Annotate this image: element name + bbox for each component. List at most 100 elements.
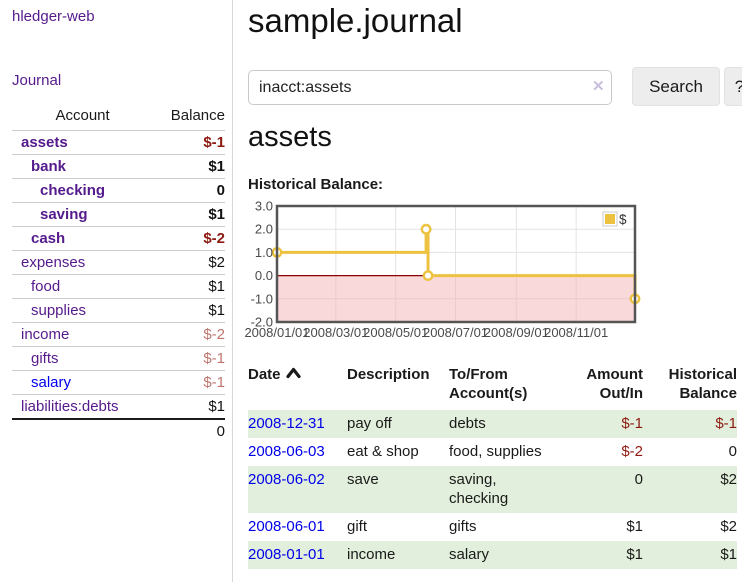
x-axis-tick-label: 2008/07/01 xyxy=(423,325,488,340)
account-row: bank $1 xyxy=(12,154,225,179)
accounts-header-account: Account xyxy=(55,107,110,124)
transaction-accounts: salary xyxy=(449,546,490,563)
transaction-accounts: saving, checking xyxy=(449,471,509,507)
transaction-accounts: food, supplies xyxy=(449,443,542,460)
y-axis-tick-label: -2.0 xyxy=(251,315,273,330)
account-link[interactable]: salary xyxy=(31,374,72,391)
account-balance: $1 xyxy=(208,278,225,295)
account-link[interactable]: cash xyxy=(31,230,66,247)
transaction-description: eat & shop xyxy=(347,443,419,460)
account-row: food $1 xyxy=(12,274,225,299)
account-row: expenses $2 xyxy=(12,250,225,275)
y-axis-tick-label: 1.0 xyxy=(255,245,273,260)
transaction-row: 2008-06-02 save saving, checking 0 $2 xyxy=(248,466,737,513)
clear-search-icon[interactable]: ✕ xyxy=(592,78,605,95)
transaction-date-link[interactable]: 2008-06-03 xyxy=(248,443,325,460)
transaction-date-cell: 2008-06-02 xyxy=(248,466,347,513)
account-link[interactable]: assets xyxy=(21,134,68,151)
y-axis-tick-label: 2.0 xyxy=(255,222,273,237)
account-row: assets $-1 xyxy=(12,130,225,155)
transaction-amount: 0 xyxy=(634,471,643,488)
transaction-description: pay off xyxy=(347,415,392,432)
transaction-row: 2008-06-03 eat & shop food, supplies $-2 0 xyxy=(248,438,737,466)
accounts-total-value: 0 xyxy=(216,423,225,440)
register-header-tofrom: To/From Account(s) xyxy=(449,366,528,402)
account-row: supplies $1 xyxy=(12,298,225,323)
account-link[interactable]: saving xyxy=(40,206,88,223)
transaction-accounts: gifts xyxy=(449,518,477,535)
account-link[interactable]: liabilities:debts xyxy=(21,398,119,415)
account-heading: assets xyxy=(248,121,332,153)
account-balance: $-1 xyxy=(203,350,225,367)
account-row: liabilities:debts $1 xyxy=(12,394,225,420)
app-brand-link[interactable]: hledger-web xyxy=(12,8,95,25)
transaction-date-cell: 2008-01-01 xyxy=(248,541,347,569)
register-header-historical: Historical Balance xyxy=(668,366,737,402)
account-link[interactable]: expenses xyxy=(21,254,86,271)
x-axis-tick-label: 2008/09/01 xyxy=(484,325,549,340)
account-balance: $1 xyxy=(208,398,225,415)
negative-region xyxy=(277,275,635,322)
transaction-date-cell: 2008-12-31 xyxy=(248,410,347,438)
account-row: income $-2 xyxy=(12,322,225,347)
data-point-marker xyxy=(420,223,432,235)
transaction-description: gift xyxy=(347,518,368,535)
x-axis-tick-label: 2008/11/01 xyxy=(544,325,608,340)
transaction-amount: $1 xyxy=(626,518,643,535)
transaction-date-cell: 2008-06-03 xyxy=(248,438,347,466)
account-link[interactable]: bank xyxy=(31,158,67,175)
transaction-balance: 0 xyxy=(728,443,737,460)
sidebar-item-journal[interactable]: Journal xyxy=(12,72,62,89)
account-link[interactable]: gifts xyxy=(31,350,59,367)
transaction-description: income xyxy=(347,546,396,563)
account-link[interactable]: checking xyxy=(40,182,106,199)
account-link[interactable]: income xyxy=(21,326,70,343)
register-table-header: Date Description To/From Account(s) Amount Ou… xyxy=(248,363,737,410)
transaction-row: 2008-06-01 gift gifts $1 $2 xyxy=(248,513,737,541)
account-balance: 0 xyxy=(216,182,225,199)
sidebar: hledger-web Journal Account Balance asse… xyxy=(0,0,233,582)
accounts-table-header: Account Balance xyxy=(12,103,225,131)
y-axis-tick-label: 3.0 xyxy=(255,199,273,214)
transaction-balance: $2 xyxy=(720,518,737,535)
transaction-row: 2008-12-31 pay off debts $-1 $-1 xyxy=(248,410,737,438)
transaction-balance: $2 xyxy=(720,471,737,488)
accounts-header-balance: Balance xyxy=(170,107,225,124)
account-balance: $1 xyxy=(208,158,225,175)
account-row: saving $1 xyxy=(12,202,225,227)
main-content: sample.journal ✕ Search ? assets Histori… xyxy=(234,0,742,582)
account-link[interactable]: food xyxy=(31,278,61,295)
transaction-date-link[interactable]: 2008-01-01 xyxy=(248,546,325,563)
account-balance: $2 xyxy=(208,254,225,271)
transaction-date-cell: 2008-06-01 xyxy=(248,513,347,541)
register-header-description: Description xyxy=(347,366,430,383)
account-balance: $-2 xyxy=(203,230,225,247)
register-table: Date Description To/From Account(s) Amount Ou… xyxy=(248,363,737,569)
search-button[interactable]: Search xyxy=(632,67,720,106)
transaction-date-link[interactable]: 2008-06-02 xyxy=(248,471,325,488)
help-button[interactable]: ? xyxy=(724,67,742,106)
x-axis-tick-label: 2008/05/01 xyxy=(363,325,428,340)
account-balance: $-2 xyxy=(203,326,225,343)
chart-legend: $ xyxy=(602,211,627,227)
sort-asc-icon xyxy=(285,367,301,379)
register-header-date[interactable]: Date xyxy=(248,363,347,410)
account-row: cash $-2 xyxy=(12,226,225,251)
legend-swatch xyxy=(605,214,615,224)
x-axis-tick-label: 2008/03/01 xyxy=(303,325,368,340)
register-header-amount: Amount Out/In xyxy=(586,366,643,402)
transaction-amount: $1 xyxy=(626,546,643,563)
transaction-date-link[interactable]: 2008-06-01 xyxy=(248,518,325,535)
account-row: checking 0 xyxy=(12,178,225,203)
transaction-date-link[interactable]: 2008-12-31 xyxy=(248,415,325,432)
data-point-marker xyxy=(422,270,434,282)
x-axis-tick-label: 2008/01/01 xyxy=(244,325,309,340)
account-link[interactable]: supplies xyxy=(31,302,87,319)
y-axis-tick-label: 0.0 xyxy=(255,268,273,283)
account-balance: $-1 xyxy=(203,134,225,151)
search-input[interactable] xyxy=(248,70,612,105)
chart-canvas: 3.0 2.0 1.0 0.0 -1.0 -2.02008/01/012008/03/01… xyxy=(244,199,641,340)
account-balance: $-1 xyxy=(203,374,225,391)
transaction-balance: $-1 xyxy=(715,415,737,432)
transaction-amount: $-1 xyxy=(621,415,643,432)
